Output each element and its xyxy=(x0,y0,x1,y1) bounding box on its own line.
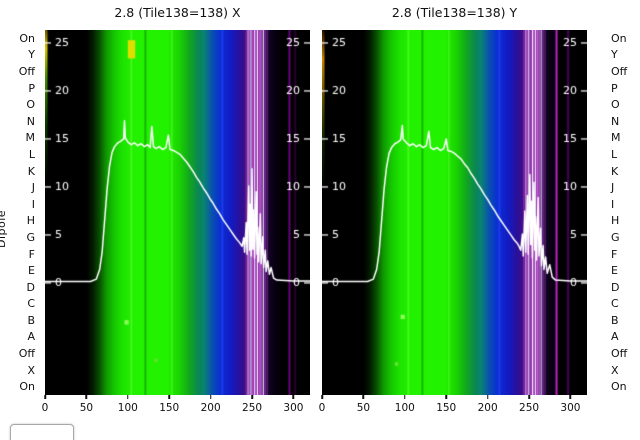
dipole-label: K xyxy=(611,164,619,178)
x-tick-label: 300 xyxy=(560,402,581,414)
x-tick-mark xyxy=(127,395,129,399)
dipole-labels-left: On Y Off P O N M L K J I H G F E D C B A Off X On xyxy=(0,30,40,395)
dipole-label: X xyxy=(27,363,35,377)
x-tick-mark xyxy=(321,395,323,399)
dipole-label: O xyxy=(26,98,35,112)
x-tick-mark xyxy=(168,395,170,399)
x-tick-mark xyxy=(486,395,489,399)
dipole-label: Y xyxy=(611,48,618,62)
dipole-label: A xyxy=(611,330,619,344)
x-axis-ticks-left: 0 50 100 150 200 250 300 xyxy=(41,395,310,419)
dipole-label: I xyxy=(31,197,35,211)
x-tick-mark xyxy=(362,395,365,399)
dipole-label: On xyxy=(611,380,627,394)
dipole-label: Y xyxy=(28,48,35,62)
x-tick-label: 250 xyxy=(242,402,263,414)
x-axis-ticks-right: 0 50 100 150 200 250 300 xyxy=(318,395,587,419)
dipole-label: A xyxy=(27,330,35,344)
x-tick-label: 100 xyxy=(394,402,415,414)
x-tick-label: 150 xyxy=(159,402,180,414)
dipole-label: L xyxy=(611,147,618,161)
dipole-label: L xyxy=(28,147,35,161)
dipole-label: C xyxy=(27,297,35,311)
dipole-label: K xyxy=(27,164,35,178)
dipole-label: N xyxy=(611,114,620,128)
dipole-label: H xyxy=(611,214,620,228)
dipole-labels-right: On Y Off P O N M L K J I H G F E D C B A Off X On xyxy=(590,30,640,395)
dipole-label: E xyxy=(611,264,618,278)
dipole-label: On xyxy=(19,380,35,394)
x-tick-mark xyxy=(569,395,572,399)
x-tick-mark xyxy=(251,395,253,399)
x-tick-label: 50 xyxy=(356,402,371,414)
x-tick-mark xyxy=(292,395,295,399)
dipole-label: I xyxy=(611,197,615,211)
dipole-label: E xyxy=(28,264,35,278)
dipole-label: J xyxy=(31,181,35,195)
dipole-label: C xyxy=(611,297,619,311)
x-tick-label: 200 xyxy=(200,402,221,414)
x-tick-label: 50 xyxy=(79,402,94,414)
x-tick-label: 100 xyxy=(117,402,138,414)
x-tick-mark xyxy=(404,395,406,399)
x-tick-label: 200 xyxy=(477,402,498,414)
dipole-label: F xyxy=(611,247,618,261)
bottom-left-box[interactable] xyxy=(10,424,74,440)
x-tick-mark xyxy=(44,395,46,399)
panel-x-title: 2.8 (Tile138=138) X xyxy=(114,5,241,20)
dipole-label: G xyxy=(611,230,620,244)
x-tick-label: 250 xyxy=(519,402,540,414)
dipole-label: D xyxy=(26,280,35,294)
dipole-label: B xyxy=(611,313,619,327)
dipole-label: Off xyxy=(18,347,35,361)
dipole-label: O xyxy=(611,98,620,112)
panel-y-title: 2.8 (Tile138=138) Y xyxy=(391,5,518,20)
x-tick-label: 300 xyxy=(283,402,304,414)
dipole-label: Off xyxy=(611,347,628,361)
dipole-label: On xyxy=(611,31,627,45)
heatmap-panel-y xyxy=(322,30,587,395)
dipole-label: J xyxy=(611,181,615,195)
x-tick-mark xyxy=(85,395,88,399)
dipole-label: Off xyxy=(18,64,35,78)
dipole-label: M xyxy=(611,131,621,145)
x-tick-label: 0 xyxy=(41,402,49,414)
dipole-label: P xyxy=(611,81,618,95)
dipole-label: X xyxy=(611,363,619,377)
dipole-label: B xyxy=(27,313,35,327)
x-tick-label: 0 xyxy=(318,402,326,414)
x-tick-label: 150 xyxy=(436,402,457,414)
dipole-label: F xyxy=(28,247,35,261)
dipole-label: On xyxy=(19,31,35,45)
x-tick-mark xyxy=(528,395,530,399)
dipole-label: H xyxy=(26,214,35,228)
dipole-label: N xyxy=(26,114,35,128)
heatmap-panel-x xyxy=(45,30,310,395)
dipole-label: Off xyxy=(611,64,628,78)
dipole-label: D xyxy=(611,280,620,294)
x-tick-mark xyxy=(209,395,212,399)
dipole-label: P xyxy=(28,81,35,95)
x-tick-mark xyxy=(445,395,447,399)
dipole-label: M xyxy=(25,131,36,145)
dipole-label: G xyxy=(26,230,35,244)
